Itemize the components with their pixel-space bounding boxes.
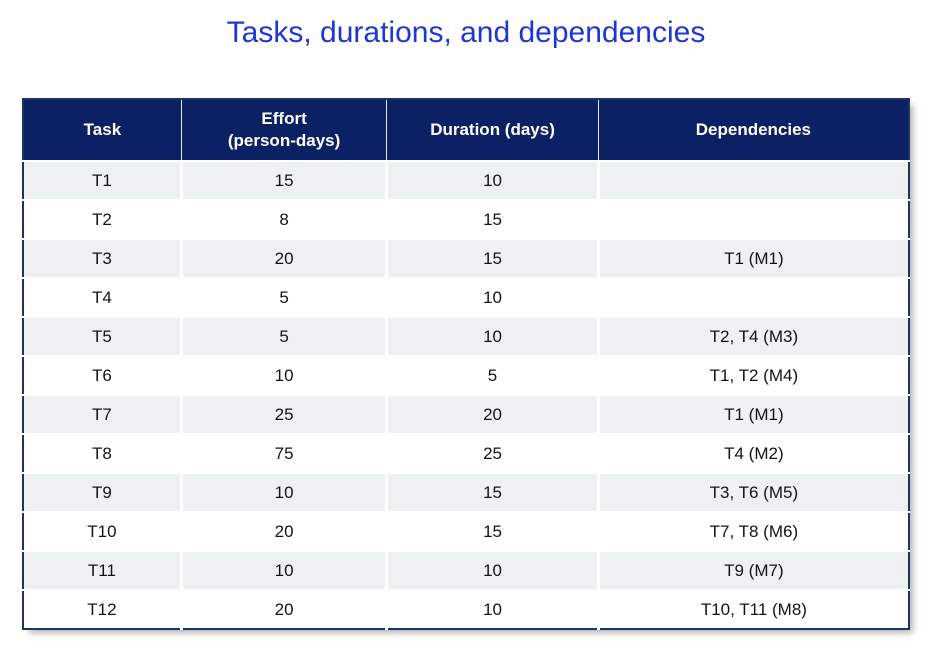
cell-duration: 15: [386, 511, 600, 551]
column-header-dependencies: Dependencies: [598, 99, 909, 161]
cell-dependencies: [598, 199, 909, 239]
cell-effort: 25: [181, 394, 389, 434]
cell-duration: 5: [386, 355, 600, 395]
cell-task: T5: [23, 316, 183, 356]
column-header-effort: Effort (person-days): [181, 99, 388, 161]
cell-task: T6: [23, 355, 183, 395]
cell-duration: 10: [386, 277, 600, 317]
table-row-t11: T11 10 10 T9 (M7): [23, 550, 909, 590]
cell-dependencies: T1 (M1): [598, 238, 909, 278]
column-header-effort-line2: (person-days): [227, 131, 341, 150]
cell-dependencies: T9 (M7): [598, 550, 909, 590]
page-title: Tasks, durations, and dependencies: [226, 16, 706, 49]
cell-duration: 10: [386, 316, 600, 356]
cell-task: T7: [23, 394, 183, 434]
column-header-duration: Duration (days): [386, 99, 599, 161]
cell-dependencies: T7, T8 (M6): [598, 511, 909, 551]
cell-duration: 25: [386, 433, 600, 473]
cell-duration: 10: [386, 160, 600, 200]
table-row-t8: T8 75 25 T4 (M2): [23, 433, 909, 473]
cell-duration: 20: [386, 394, 600, 434]
table-row-t6: T6 10 5 T1, T2 (M4): [23, 355, 909, 395]
cell-effort: 10: [181, 355, 389, 395]
cell-dependencies: T1 (M1): [598, 394, 909, 434]
table-header: Task Effort (person-days) Duration (days)…: [23, 99, 909, 161]
table-row-t10: T10 20 15 T7, T8 (M6): [23, 511, 909, 551]
tasks-table: Task Effort (person-days) Duration (days)…: [22, 98, 910, 630]
cell-task: T10: [23, 511, 183, 551]
table-row-t7: T7 25 20 T1 (M1): [23, 394, 909, 434]
table-body: T1 15 10 T2 8 15 T3 20 15 T1 (M1) T4 5 1…: [23, 160, 909, 629]
cell-task: T4: [23, 277, 183, 317]
cell-duration: 15: [386, 238, 600, 278]
table-row-t4: T4 5 10: [23, 277, 909, 317]
cell-dependencies: T10, T11 (M8): [598, 589, 909, 629]
header-row: Task Effort (person-days) Duration (days)…: [23, 99, 909, 161]
column-header-effort-line1: Effort: [261, 108, 307, 128]
cell-task: T8: [23, 433, 183, 473]
table-row-t12: T12 20 10 T10, T11 (M8): [23, 589, 909, 629]
table-row-t2: T2 8 15: [23, 199, 909, 239]
cell-dependencies: [598, 160, 909, 200]
cell-effort: 20: [181, 589, 389, 629]
cell-effort: 5: [181, 277, 389, 317]
cell-effort: 8: [181, 199, 389, 239]
cell-effort: 75: [181, 433, 389, 473]
cell-duration: 15: [386, 199, 600, 239]
table-row-t9: T9 10 15 T3, T6 (M5): [23, 472, 909, 512]
cell-duration: 15: [386, 472, 600, 512]
cell-dependencies: [598, 277, 909, 317]
cell-task: T11: [23, 550, 183, 590]
cell-dependencies: T3, T6 (M5): [598, 472, 909, 512]
cell-task: T3: [23, 238, 183, 278]
cell-task: T12: [23, 589, 183, 629]
cell-effort: 5: [181, 316, 389, 356]
cell-effort: 20: [181, 238, 389, 278]
cell-effort: 15: [181, 160, 389, 200]
cell-dependencies: T2, T4 (M3): [598, 316, 909, 356]
cell-effort: 20: [181, 511, 389, 551]
table-row-t3: T3 20 15 T1 (M1): [23, 238, 909, 278]
cell-task: T2: [23, 199, 183, 239]
cell-dependencies: T1, T2 (M4): [598, 355, 909, 395]
cell-duration: 10: [386, 589, 600, 629]
table-row-t1: T1 15 10: [23, 160, 909, 200]
cell-effort: 10: [181, 550, 389, 590]
column-header-task: Task: [23, 99, 182, 161]
cell-dependencies: T4 (M2): [598, 433, 909, 473]
cell-duration: 10: [386, 550, 600, 590]
cell-effort: 10: [181, 472, 389, 512]
table-row-t5: T5 5 10 T2, T4 (M3): [23, 316, 909, 356]
cell-task: T1: [23, 160, 183, 200]
cell-task: T9: [23, 472, 183, 512]
